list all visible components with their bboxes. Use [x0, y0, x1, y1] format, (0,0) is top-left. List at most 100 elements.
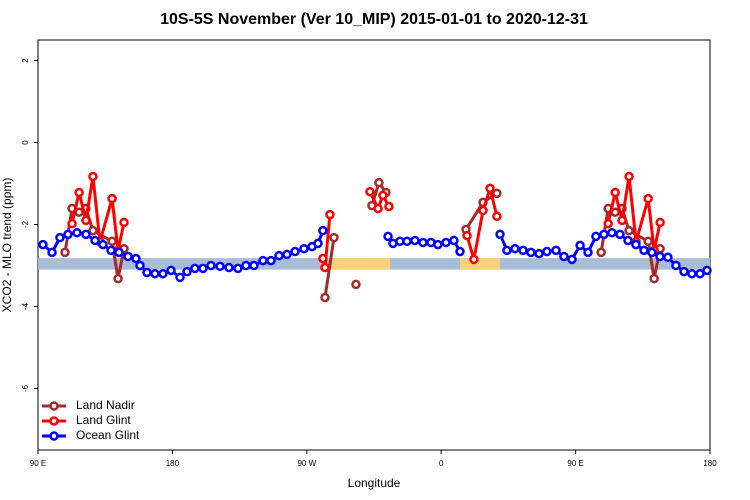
point — [114, 247, 124, 258]
point — [320, 262, 330, 273]
point — [318, 225, 328, 236]
point — [542, 246, 552, 257]
y-tick-label: 2 — [21, 58, 30, 63]
point — [687, 268, 697, 279]
point — [282, 249, 292, 260]
point — [290, 246, 300, 257]
x-tick-label: 0 — [439, 459, 444, 468]
point — [583, 247, 593, 258]
series-line — [41, 230, 708, 280]
legend-marker — [49, 416, 59, 426]
y-tick-label: -4 — [21, 302, 30, 310]
point — [81, 229, 91, 240]
point — [679, 266, 689, 277]
point — [449, 235, 459, 246]
point — [567, 254, 577, 265]
point — [142, 267, 152, 278]
point — [695, 268, 705, 279]
point — [113, 273, 123, 284]
point — [88, 225, 98, 236]
legend-marker — [49, 431, 59, 441]
point — [313, 238, 323, 249]
point — [591, 231, 601, 242]
point — [266, 255, 276, 266]
point — [373, 203, 383, 214]
point — [510, 243, 520, 254]
point — [131, 253, 141, 264]
point — [383, 231, 393, 242]
point — [575, 240, 585, 251]
point — [60, 247, 70, 258]
point — [623, 235, 633, 246]
x-tick-label: 90 W — [297, 459, 316, 468]
point — [135, 260, 145, 271]
series-line — [63, 179, 662, 298]
point — [610, 187, 620, 198]
point — [492, 188, 502, 199]
y-tick-label: -2 — [21, 220, 30, 228]
point — [175, 272, 185, 283]
band-segment — [330, 258, 391, 270]
point — [559, 251, 569, 262]
point — [123, 251, 133, 262]
point — [441, 237, 451, 248]
point — [643, 236, 653, 247]
point — [320, 292, 330, 303]
point — [55, 232, 65, 243]
point — [647, 247, 657, 258]
point — [107, 193, 117, 204]
point — [624, 171, 634, 182]
point — [119, 217, 129, 228]
point — [74, 187, 84, 198]
point — [67, 218, 77, 229]
point — [190, 263, 200, 274]
point — [599, 229, 609, 240]
point — [249, 260, 259, 271]
point — [150, 268, 160, 279]
point — [617, 215, 627, 226]
point — [495, 229, 505, 240]
point — [502, 245, 512, 256]
point — [663, 252, 673, 263]
point — [596, 247, 606, 258]
point — [469, 254, 479, 265]
y-tick-label: -6 — [21, 384, 30, 392]
point — [518, 245, 528, 256]
point — [72, 227, 82, 238]
point — [655, 217, 665, 228]
point — [241, 260, 251, 271]
point — [198, 263, 208, 274]
point — [81, 215, 91, 226]
y-tick-label: 0 — [21, 140, 30, 145]
point — [182, 266, 192, 277]
point — [643, 193, 653, 204]
x-tick-label: 180 — [166, 459, 180, 468]
point — [88, 171, 98, 182]
point — [299, 243, 309, 254]
point — [624, 225, 634, 236]
point — [274, 250, 284, 261]
legend-marker — [49, 401, 59, 411]
point — [166, 265, 176, 276]
legend-label: Land Glint — [76, 413, 131, 427]
point — [418, 237, 428, 248]
point — [631, 239, 641, 250]
point — [526, 247, 536, 258]
point — [215, 261, 225, 272]
plot-frame — [37, 39, 711, 451]
point — [224, 262, 234, 273]
point — [702, 265, 712, 276]
point — [365, 186, 375, 197]
legend-label: Land Nadir — [76, 398, 135, 412]
point — [649, 273, 659, 284]
point — [329, 232, 339, 243]
y-axis-label: XCO2 - MLO trend (ppm) — [0, 178, 14, 313]
point — [410, 235, 420, 246]
chart-title: 10S-5S November (Ver 10_MIP) 2015-01-01 … — [160, 11, 588, 28]
point — [351, 279, 361, 290]
point — [318, 253, 328, 264]
x-tick-label: 90 E — [567, 459, 583, 468]
band-segment — [460, 258, 501, 270]
point — [603, 218, 613, 229]
